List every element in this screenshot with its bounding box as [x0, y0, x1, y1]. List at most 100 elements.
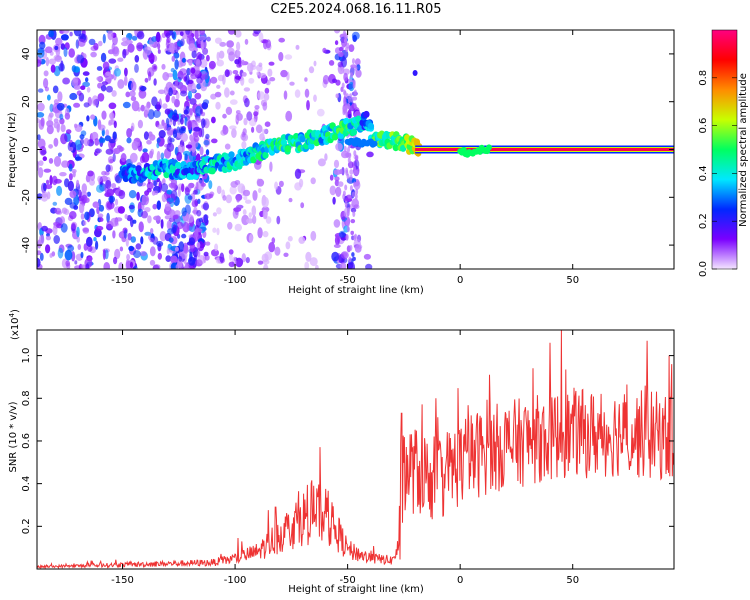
noise-blob — [304, 88, 310, 98]
noise-blob — [84, 211, 90, 221]
noise-blob — [191, 50, 197, 59]
noise-blob — [130, 96, 137, 102]
noise-blob — [229, 99, 238, 105]
noise-blob — [206, 54, 210, 62]
noise-blob — [83, 102, 90, 108]
noise-blob — [332, 196, 336, 205]
noise-blob — [267, 68, 273, 77]
noise-blob — [56, 102, 65, 111]
noise-blob — [241, 59, 245, 66]
noise-blob — [285, 110, 293, 122]
noise-blob — [206, 36, 211, 42]
noise-blob — [173, 42, 178, 51]
noise-blob — [349, 174, 353, 181]
noise-blob — [188, 256, 196, 266]
noise-blob — [257, 227, 263, 239]
noise-blob — [138, 89, 147, 99]
noise-blob — [225, 106, 233, 115]
snr-y-tick-label: 0.6 — [21, 433, 32, 449]
noise-blob — [194, 92, 202, 100]
noise-blob — [198, 217, 203, 223]
noise-blob — [144, 46, 152, 56]
noise-blob — [205, 133, 210, 140]
noise-blob — [124, 67, 128, 77]
noise-blob — [212, 227, 217, 233]
noise-blob — [153, 65, 157, 70]
noise-blob — [128, 190, 137, 199]
noise-blob — [304, 77, 308, 82]
snr-frame — [36, 329, 675, 570]
noise-blob — [199, 35, 206, 41]
snr-exponent-label: (x104) — [8, 309, 21, 340]
noise-blob — [80, 85, 86, 90]
noise-blob — [331, 251, 340, 262]
noise-blob — [188, 43, 196, 52]
noise-blob — [96, 184, 104, 193]
noise-blob — [76, 54, 85, 64]
noise-blob — [181, 183, 185, 192]
noise-blob — [201, 102, 209, 110]
noise-blob — [59, 113, 64, 120]
ridge-blob — [486, 144, 492, 151]
noise-blob — [43, 168, 52, 173]
noise-blob — [149, 259, 156, 266]
noise-blob — [69, 190, 77, 199]
noise-blob — [62, 77, 70, 85]
noise-blob — [354, 155, 359, 162]
noise-blob — [83, 137, 90, 147]
noise-blob — [105, 164, 111, 172]
noise-blob — [177, 144, 184, 154]
snr-exponent-sup: 4 — [8, 312, 16, 317]
noise-blob — [199, 108, 203, 115]
noise-blob — [74, 260, 78, 265]
noise-blob — [351, 252, 355, 257]
noise-blob — [344, 184, 348, 191]
colorbar-tick-label: 0.2 — [698, 213, 709, 229]
colorbar-tick-label: 0.0 — [698, 261, 709, 277]
noise-blob — [149, 237, 155, 243]
noise-blob — [64, 249, 73, 261]
noise-blob — [97, 213, 104, 218]
noise-blob — [71, 78, 79, 87]
noise-blob — [54, 55, 63, 63]
noise-blob — [276, 215, 281, 225]
noise-blob — [128, 204, 135, 210]
noise-blob — [199, 146, 204, 156]
noise-blob — [174, 246, 179, 252]
noise-blob — [178, 255, 183, 262]
snr-y-label: SNR (10 * v/v) — [8, 401, 19, 472]
noise-blob — [124, 39, 133, 45]
noise-blob — [179, 31, 184, 37]
noise-blob — [168, 237, 174, 243]
noise-blob — [64, 112, 71, 120]
spec-y-tick-label: 0 — [21, 146, 32, 152]
noise-blob — [341, 166, 345, 176]
noise-blob — [185, 74, 190, 86]
noise-blob — [236, 50, 241, 56]
noise-blob — [203, 251, 209, 257]
noise-blob — [78, 196, 87, 205]
spec-y-tick-label: -40 — [21, 237, 32, 253]
noise-blob — [289, 81, 295, 86]
noise-blob — [171, 227, 177, 234]
noise-blob — [107, 49, 115, 55]
noise-blob — [150, 228, 154, 234]
noise-blob — [263, 264, 269, 269]
noise-blob — [231, 128, 237, 139]
noise-blob — [126, 127, 132, 138]
noise-blob — [102, 235, 106, 242]
noise-blob — [222, 113, 227, 119]
noise-blob — [159, 231, 167, 242]
noise-blob — [235, 110, 241, 114]
noise-blob — [98, 138, 106, 144]
noise-blob — [193, 126, 201, 132]
noise-blob — [131, 122, 135, 132]
noise-blob — [196, 118, 202, 123]
noise-blob — [211, 138, 218, 144]
noise-blob — [170, 189, 178, 201]
noise-blob — [190, 67, 196, 74]
noise-blob — [82, 81, 90, 88]
noise-blob — [39, 146, 47, 156]
noise-blob — [51, 251, 56, 257]
